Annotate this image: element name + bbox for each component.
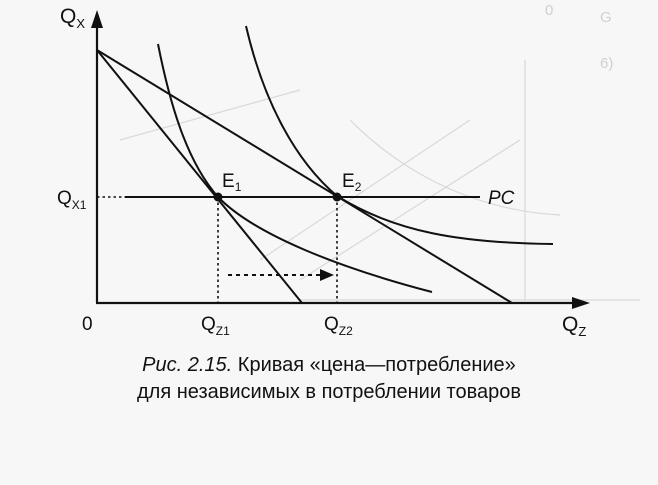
figure-caption: Рис. 2.15. Кривая «цена—потребление» для… — [0, 352, 658, 406]
svg-text:G: G — [600, 9, 612, 26]
x-axis-label: QZ — [562, 313, 586, 339]
y-axis-arrow — [91, 10, 103, 28]
e2-label: E2 — [342, 171, 362, 194]
caption-line-1: Рис. 2.15. Кривая «цена—потребление» — [0, 352, 658, 379]
caption-title: Кривая «цена—потребление» — [237, 354, 516, 376]
e1-label: E1 — [222, 171, 242, 194]
point-e2 — [332, 192, 342, 202]
svg-text:0: 0 — [545, 2, 553, 19]
svg-text:6): 6) — [600, 55, 613, 72]
qz1-label: QZ1 — [201, 314, 230, 338]
y-axis-label: QX — [60, 5, 85, 31]
point-e1 — [213, 192, 223, 202]
shift-arrow-head — [320, 269, 334, 281]
pc-label: PC — [488, 188, 515, 209]
x-axis-arrow — [572, 297, 590, 309]
budget-line-after-price-drop — [96, 49, 513, 304]
price-consumption-diagram: 0 6) G QX QZ 0 — [57, 2, 640, 339]
indifference-curve-1 — [157, 43, 433, 293]
caption-prefix: Рис. 2.15. — [142, 354, 233, 376]
indifference-curve-2 — [245, 25, 554, 245]
qz2-label: QZ2 — [324, 314, 353, 338]
budget-line-initial — [96, 49, 303, 304]
origin-label: 0 — [82, 314, 93, 335]
bleed-through-background: 0 6) G — [119, 2, 640, 301]
qx1-label: QX1 — [57, 188, 87, 212]
caption-line-2: для независимых в потреблении товаров — [136, 381, 522, 403]
